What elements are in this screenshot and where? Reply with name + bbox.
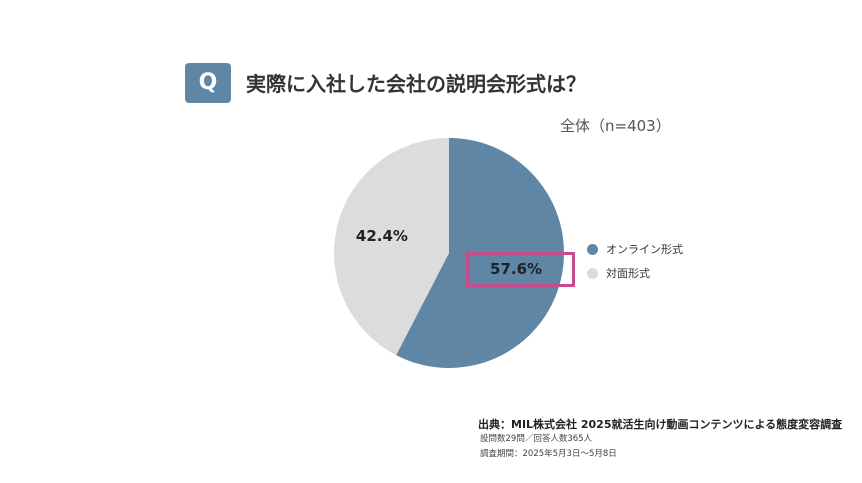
source-survey-period: 調査期間：2025年5月3日〜5月8日 xyxy=(480,449,617,459)
chart-subtitle: 全体（n=403） xyxy=(560,117,671,135)
legend-item-in-person: 対面形式 xyxy=(587,261,683,285)
chart-legend: オンライン形式 対面形式 xyxy=(587,237,683,285)
page-title: 実際に入社した会社の説明会形式は？ xyxy=(246,72,586,96)
pie-slice-in-person xyxy=(334,138,449,356)
legend-label-in-person: 対面形式 xyxy=(606,267,650,280)
pie-label-in-person: 42.4% xyxy=(356,227,408,245)
legend-swatch-online xyxy=(587,243,598,255)
source-note: 出典：MIL株式会社 2025就活生向け動画コンテンツによる態度変容調査 設問数… xyxy=(478,417,842,462)
source-title: 出典：MIL株式会社 2025就活生向け動画コンテンツによる態度変容調査 xyxy=(478,418,843,431)
legend-swatch-in-person xyxy=(587,267,598,279)
legend-label-online: オンライン形式 xyxy=(606,243,683,256)
source-survey-size: 設問数29問／回答人数365人 xyxy=(480,434,593,444)
legend-item-online: オンライン形式 xyxy=(587,237,683,261)
highlight-box xyxy=(466,252,575,287)
pie-label-online: 57.6% xyxy=(490,260,542,278)
question-badge: Q xyxy=(185,63,231,103)
